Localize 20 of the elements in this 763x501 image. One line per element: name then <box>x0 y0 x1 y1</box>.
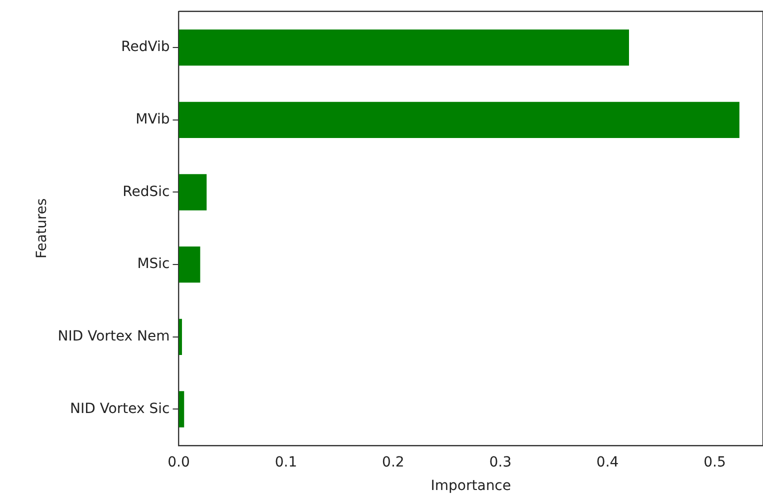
x-tick-label: 0.3 <box>489 454 512 470</box>
y-tick-label: RedVib <box>121 39 170 56</box>
bar <box>178 391 184 428</box>
x-tick-label: 0.4 <box>596 454 619 470</box>
x-tick-label: 0.1 <box>274 454 298 470</box>
bar <box>178 246 200 283</box>
y-tick-label: NID Vortex Nem <box>58 328 170 345</box>
x-tick-label: 0.5 <box>704 454 726 470</box>
x-tick-label: 0.0 <box>168 454 190 470</box>
y-tick-label: MSic <box>137 256 170 272</box>
y-tick-label: MVib <box>136 112 170 128</box>
x-tick-label: 0.2 <box>382 454 404 470</box>
y-axis-title: Features <box>34 198 50 258</box>
bar <box>178 174 207 210</box>
x-axis-title: Importance <box>430 478 511 494</box>
bar <box>178 29 629 66</box>
bar <box>178 102 740 138</box>
y-tick-label: NID Vortex Sic <box>70 400 170 417</box>
bar <box>178 318 182 355</box>
y-tick-label: RedSic <box>122 184 170 200</box>
